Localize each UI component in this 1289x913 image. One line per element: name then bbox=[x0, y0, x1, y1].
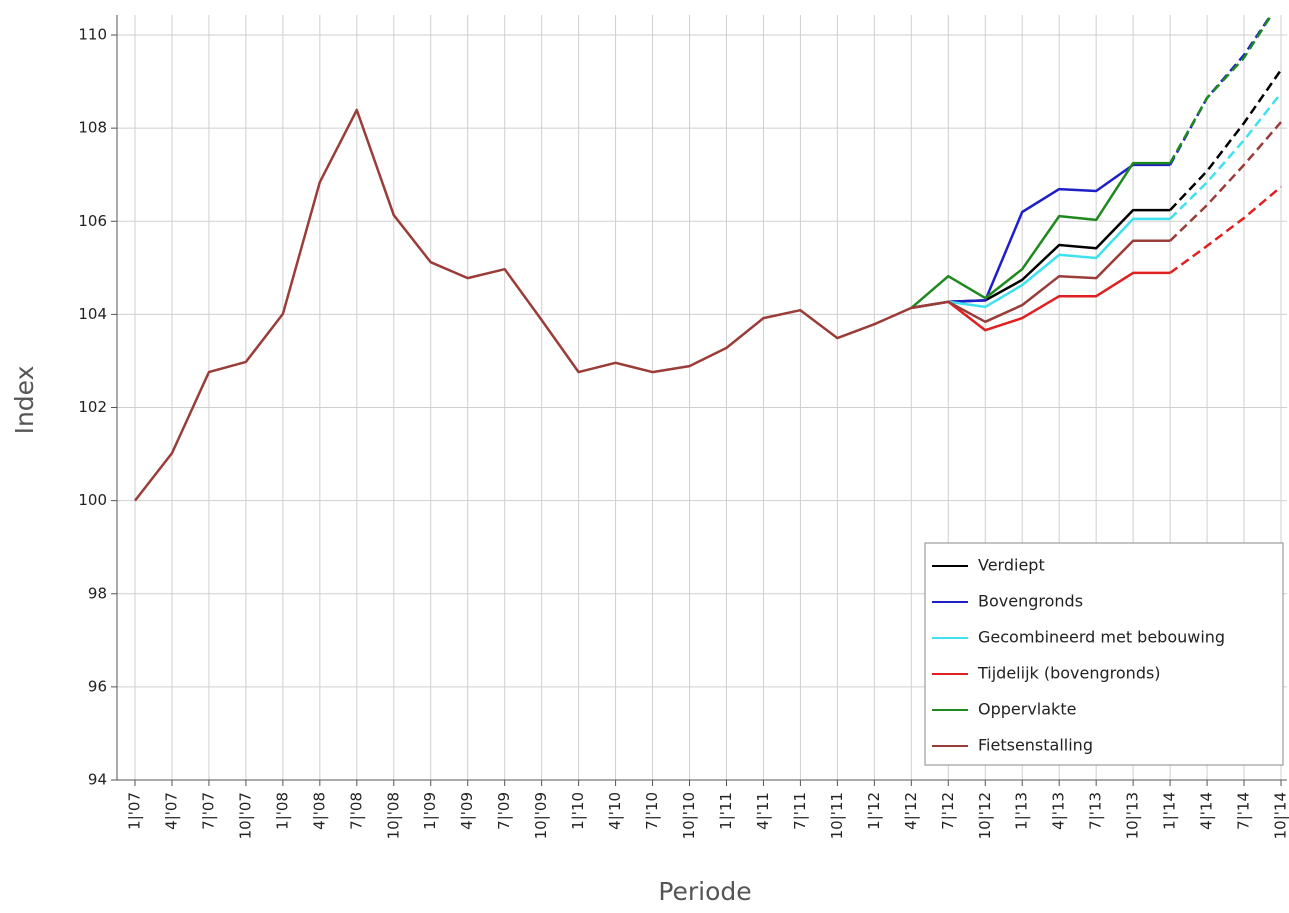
x-tick-label: 4|'10 bbox=[606, 792, 624, 830]
x-tick-label: 1|'07 bbox=[126, 792, 144, 830]
x-tick-label: 7|'07 bbox=[199, 792, 217, 830]
x-tick-label: 4|'11 bbox=[754, 792, 772, 830]
x-tick-label: 4|'12 bbox=[902, 792, 920, 830]
y-tick-label: 110 bbox=[78, 26, 107, 44]
x-tick-label: 10|'10 bbox=[680, 792, 698, 839]
x-axis-title: Periode bbox=[658, 877, 751, 906]
y-tick-label: 108 bbox=[78, 119, 107, 137]
x-tick-label: 1|'09 bbox=[421, 792, 439, 830]
legend-label: Tijdelijk (bovengronds) bbox=[977, 664, 1161, 683]
x-tick-label: 7|'10 bbox=[643, 792, 661, 830]
x-tick-label: 7|'14 bbox=[1235, 792, 1253, 830]
x-tick-label: 4|'13 bbox=[1050, 792, 1068, 830]
x-tick-label: 7|'08 bbox=[347, 792, 365, 830]
x-tick-label: 4|'14 bbox=[1198, 792, 1216, 830]
x-tick-label: 10|'09 bbox=[532, 792, 550, 839]
x-tick-label: 1|'08 bbox=[273, 792, 291, 830]
y-axis-title: Index bbox=[10, 366, 39, 435]
x-tick-label: 4|'08 bbox=[310, 792, 328, 830]
x-tick-label: 10|'07 bbox=[236, 792, 254, 839]
x-tick-label: 4|'09 bbox=[458, 792, 476, 830]
x-tick-label: 7|'09 bbox=[495, 792, 513, 830]
x-tick-label: 10|'13 bbox=[1124, 792, 1142, 839]
x-tick-label: 1|'11 bbox=[717, 792, 735, 830]
y-tick-label: 98 bbox=[88, 584, 107, 602]
y-tick-label: 102 bbox=[78, 398, 107, 416]
legend-label: Fietsenstalling bbox=[978, 736, 1093, 755]
x-tick-label: 10|'14 bbox=[1272, 792, 1289, 839]
legend-label: Bovengronds bbox=[978, 592, 1083, 611]
legend-label: Oppervlakte bbox=[978, 700, 1076, 719]
x-tick-label: 10|'12 bbox=[976, 792, 994, 839]
x-tick-label: 10|'11 bbox=[828, 792, 846, 839]
x-tick-label: 7|'11 bbox=[791, 792, 809, 830]
x-tick-label: 7|'12 bbox=[939, 792, 957, 830]
x-tick-label: 1|'10 bbox=[569, 792, 587, 830]
y-tick-label: 100 bbox=[78, 491, 107, 509]
legend: Verdiept Bovengronds Gecombineerd met bebo… bbox=[925, 543, 1283, 765]
x-tick-label: 1|'14 bbox=[1161, 792, 1179, 830]
x-tick-label: 7|'13 bbox=[1087, 792, 1105, 830]
legend-label: Verdiept bbox=[978, 556, 1045, 575]
y-tick-label: 96 bbox=[88, 677, 107, 695]
x-tick-label: 4|'07 bbox=[162, 792, 180, 830]
x-tick-label: 1|'13 bbox=[1013, 792, 1031, 830]
legend-label: Gecombineerd met bebouwing bbox=[978, 628, 1225, 647]
y-tick-label: 104 bbox=[78, 305, 107, 323]
y-tick-label: 106 bbox=[78, 212, 107, 230]
legend-box bbox=[925, 543, 1283, 765]
x-tick-label: 10|'08 bbox=[384, 792, 402, 839]
y-tick-label: 94 bbox=[88, 771, 107, 789]
x-tick-label: 1|'12 bbox=[865, 792, 883, 830]
